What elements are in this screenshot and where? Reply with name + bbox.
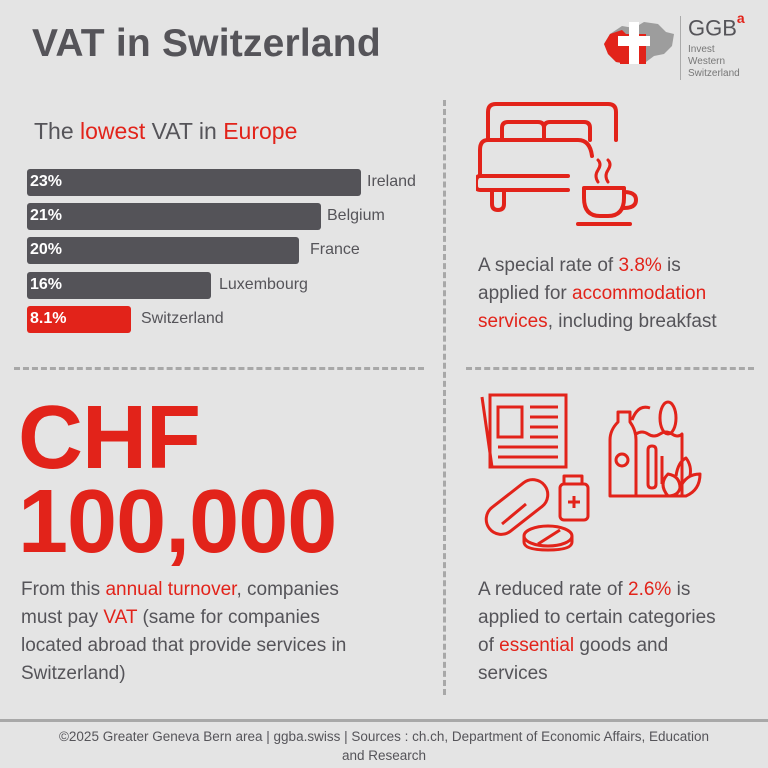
- bar-label: Belgium: [327, 207, 385, 224]
- bar-belgium: 21%: [27, 203, 321, 230]
- threshold-text: From this annual turnover, companies mus…: [21, 579, 347, 684]
- bar-label: Ireland: [367, 173, 416, 190]
- logo-brand: GGBa: [688, 10, 745, 41]
- bar-luxembourg: 16%: [27, 272, 211, 299]
- vertical-divider: [443, 100, 446, 695]
- footer-divider: [0, 719, 768, 722]
- bar-france: 20%: [27, 237, 299, 264]
- turnover-threshold: CHF 100,000: [18, 388, 337, 572]
- bar-switzerland: 8.1%: [27, 306, 131, 333]
- logo-tagline: Invest Western Switzerland: [688, 44, 740, 79]
- horizontal-divider-right: [466, 367, 754, 370]
- bar-label: France: [310, 241, 360, 258]
- footer-credits: ©2025 Greater Geneva Bern area | ggba.sw…: [58, 729, 710, 763]
- bar-ireland: 23%: [27, 169, 361, 196]
- bar-label: Luxembourg: [219, 276, 308, 293]
- swiss-map-flag-icon: [604, 22, 674, 64]
- logo-separator: [680, 16, 681, 80]
- horizontal-divider-left: [14, 367, 424, 370]
- chart-title: The lowest VAT in Europe: [34, 118, 298, 144]
- accommodation-text: A special rate of 3.8% is applied for ac…: [478, 255, 717, 332]
- essentials-text: A reduced rate of 2.6% is applied to cer…: [478, 579, 716, 684]
- groceries-bag-icon: [608, 400, 702, 498]
- bed-and-coffee-icon: [476, 102, 638, 226]
- page-title: VAT in Switzerland: [32, 22, 381, 65]
- newspaper-icon: [480, 393, 568, 469]
- bar-label: Switzerland: [141, 310, 224, 327]
- ggba-logo: GGBa Invest Western Switzerland: [600, 10, 760, 85]
- pills-medicine-icon: [484, 474, 590, 552]
